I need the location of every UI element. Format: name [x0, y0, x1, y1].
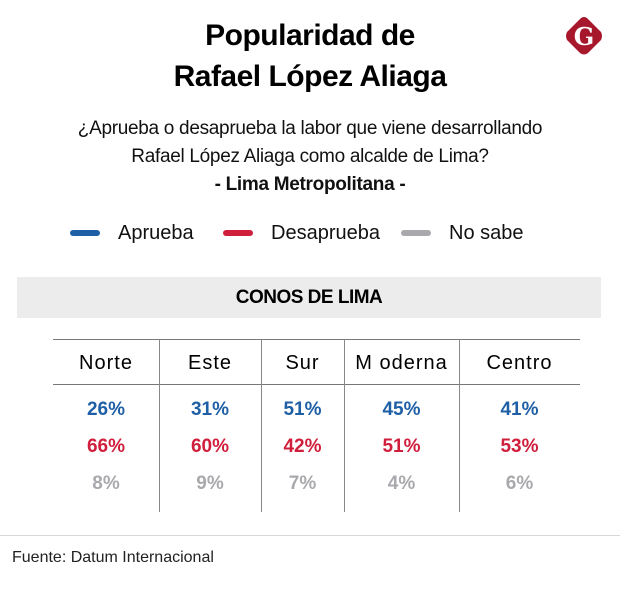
cell-value-no-sabe: 4% — [387, 473, 416, 494]
chart-title-line-1: Popularidad de — [205, 19, 415, 52]
question-line-1: ¿Aprueba o desaprueba la labor que viene… — [77, 118, 543, 139]
column-divider — [159, 339, 160, 512]
legend-item-no-sabe: No sabe — [401, 219, 524, 247]
cell-value-desaprueba: 51% — [382, 436, 421, 457]
cell-value-aprueba: 26% — [86, 399, 126, 420]
column-header: Norte — [79, 352, 133, 374]
gestion-g-logo-icon: G — [566, 17, 602, 55]
cell-value-aprueba: 45% — [382, 399, 421, 420]
column-divider — [261, 339, 262, 512]
question-line-2: Rafael López Aliaga como alcalde de Lima… — [131, 146, 489, 167]
chart-title-line-2: Rafael López Aliaga — [173, 60, 447, 93]
cell-value-no-sabe: 7% — [288, 473, 317, 494]
cell-value-aprueba: 51% — [283, 399, 322, 420]
column-header: Sur — [285, 352, 320, 374]
column-header: Este — [187, 352, 233, 374]
cell-value-desaprueba: 60% — [190, 436, 230, 457]
logo-letter: G — [574, 22, 595, 51]
legend-label: Aprueba — [118, 221, 194, 244]
cell-value-desaprueba: 42% — [283, 436, 322, 457]
section-title: CONOS DE LIMA — [235, 287, 383, 308]
legend-item-desaprueba: Desaprueba — [223, 219, 380, 247]
column-divider — [459, 339, 460, 512]
legend-swatch-aprueba — [70, 230, 100, 236]
cell-value-no-sabe: 8% — [92, 473, 120, 494]
legend-swatch-no-sabe — [401, 230, 431, 236]
table-top-border — [53, 339, 580, 340]
legend-item-aprueba: Aprueba — [70, 219, 194, 247]
cell-value-aprueba: 31% — [190, 399, 230, 420]
legend-swatch-desaprueba — [223, 230, 253, 236]
section-band: CONOS DE LIMA — [17, 277, 601, 318]
column-header: M oderna — [355, 352, 448, 374]
column-header: Centro — [486, 352, 553, 374]
cell-value-aprueba: 41% — [500, 399, 539, 420]
cell-value-no-sabe: 6% — [505, 473, 534, 494]
source-note: Fuente: Datum Internacional — [12, 549, 214, 566]
legend-label: Desaprueba — [271, 221, 380, 244]
question-scope: - Lima Metropolitana - — [214, 174, 406, 195]
cell-value-desaprueba: 66% — [86, 436, 126, 457]
cell-value-desaprueba: 53% — [500, 436, 539, 457]
legend: Aprueba Desaprueba No sabe — [0, 219, 620, 247]
footer-divider — [0, 535, 620, 536]
table-header-border — [53, 384, 580, 385]
cell-value-no-sabe: 9% — [196, 473, 224, 494]
column-divider — [344, 339, 345, 512]
legend-label: No sabe — [449, 221, 524, 244]
